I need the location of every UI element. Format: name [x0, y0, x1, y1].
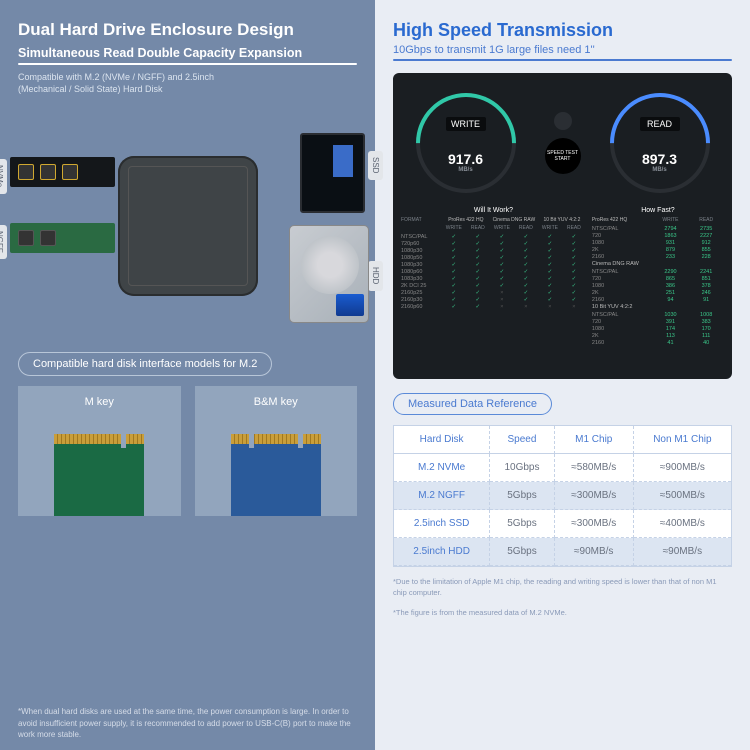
gauges: WRITE 917.6MB/s SPEED TEST START READ 89…	[401, 83, 724, 203]
diagram-area: NVMe NGFF SSD HDD	[18, 103, 357, 348]
m-key-card	[54, 434, 144, 516]
write-gauge: WRITE 917.6MB/s	[416, 93, 516, 193]
table-header: Non M1 Chip	[634, 426, 731, 454]
write-label: WRITE	[446, 117, 486, 131]
underline	[18, 63, 357, 65]
right-underline	[393, 59, 732, 61]
ssd-box	[300, 133, 365, 213]
left-footnote: *When dual hard disks are used at the sa…	[18, 706, 357, 740]
right-panel: High Speed Transmission 10Gbps to transm…	[375, 0, 750, 750]
desc-line-1: Compatible with M.2 (NVMe / NGFF) and 2.…	[18, 71, 357, 83]
table-row: M.2 NGFF5Gbps≈300MB/s≈500MB/s	[394, 482, 731, 510]
m-key-panel: M key	[18, 386, 181, 516]
m-key-title: M key	[85, 396, 114, 408]
table-header: Hard Disk	[394, 426, 490, 454]
write-value: 917.6MB/s	[416, 151, 516, 173]
desc-line-2: (Mechanical / Solid State) Hard Disk	[18, 83, 357, 95]
hdd-box	[289, 225, 369, 323]
bm-key-panel: B&M key	[195, 386, 358, 516]
bm-key-title: B&M key	[254, 396, 298, 408]
work-head: Will It Work?	[401, 207, 586, 214]
key-area: M key B&M key	[18, 386, 357, 516]
small-button	[554, 112, 572, 130]
table-row: 2.5inch SSD5Gbps≈300MB/s≈400MB/s	[394, 510, 731, 538]
read-gauge: READ 897.3MB/s	[610, 93, 710, 193]
hdd-label: HDD	[368, 261, 383, 290]
right-title: High Speed Transmission	[393, 20, 732, 41]
fast-head: How Fast?	[592, 207, 724, 214]
table-row: 2.5inch HDD5Gbps≈90MB/s≈90MB/s	[394, 538, 731, 566]
nvme-stick	[10, 157, 115, 187]
right-footnote-1: *Due to the limitation of Apple M1 chip,…	[393, 577, 732, 598]
speedtest-box: WRITE 917.6MB/s SPEED TEST START READ 89…	[393, 73, 732, 379]
ssd-label: SSD	[368, 151, 383, 179]
left-panel: Dual Hard Drive Enclosure Design Simulta…	[0, 0, 375, 750]
right-footnote-2: *The figure is from the measured data of…	[393, 608, 732, 619]
subtitle: Simultaneous Read Double Capacity Expans…	[18, 46, 357, 60]
table-header: Speed	[490, 426, 555, 454]
read-value: 897.3MB/s	[610, 151, 710, 173]
nvme-label: NVMe	[0, 159, 7, 193]
speedtest-tables: Will It Work? FORMATProRes 422 HQCinema …	[401, 207, 724, 346]
data-table: Hard DiskSpeedM1 ChipNon M1 Chip M.2 NVM…	[393, 425, 732, 567]
main-title: Dual Hard Drive Enclosure Design	[18, 20, 357, 40]
start-button[interactable]: SPEED TEST START	[545, 138, 581, 174]
ngff-stick	[10, 223, 115, 253]
enclosure	[118, 156, 258, 296]
work-table: Will It Work? FORMATProRes 422 HQCinema …	[401, 207, 586, 346]
table-row: M.2 NVMe10Gbps≈580MB/s≈900MB/s	[394, 454, 731, 482]
measured-badge: Measured Data Reference	[393, 393, 552, 415]
right-subtitle: 10Gbps to transmit 1G large files need 1…	[393, 44, 732, 56]
table-header: M1 Chip	[555, 426, 634, 454]
ngff-label: NGFF	[0, 225, 7, 259]
fast-table: How Fast? ProRes 422 HQWRITEREADNTSC/PAL…	[592, 207, 724, 346]
bm-key-card	[231, 434, 321, 516]
read-label: READ	[640, 117, 680, 131]
compat-badge: Compatible hard disk interface models fo…	[18, 352, 272, 376]
